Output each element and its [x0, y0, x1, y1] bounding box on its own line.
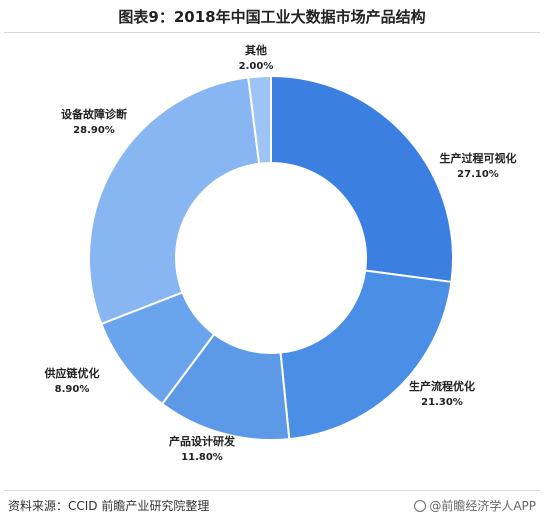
donut-slice: [270, 74, 454, 284]
title-divider: [4, 32, 540, 33]
brand-text: @前瞻经济学人APP: [429, 499, 536, 513]
chart-title: 图表9：2018年中国工业大数据市场产品结构: [118, 8, 426, 26]
slice-value-label: 8.90%: [55, 384, 90, 395]
source-note: 资料来源：CCID 前瞻产业研究院整理: [8, 499, 210, 513]
slice-value-label: 21.30%: [421, 397, 463, 408]
slice-value-label: 28.90%: [73, 125, 115, 136]
brand-icon: [414, 500, 427, 512]
donut-slice: [88, 76, 261, 326]
slice-label: 供应链优化: [44, 366, 100, 380]
slice-label: 产品设计研发: [169, 434, 236, 448]
slice-value-label: 27.10%: [457, 169, 499, 180]
donut-slice: [279, 269, 453, 441]
slice-value-label: 2.00%: [239, 61, 274, 72]
slice-label: 生产流程优化: [409, 379, 475, 393]
slice-label: 其他: [245, 43, 267, 57]
donut-slice: [247, 74, 272, 165]
slice-label: 生产过程可视化: [440, 151, 517, 165]
slice-value-label: 11.80%: [181, 452, 223, 463]
slice-label: 设备故障诊断: [61, 107, 127, 121]
footer-divider: [4, 490, 540, 491]
brand-label: @前瞻经济学人APP: [414, 497, 536, 514]
